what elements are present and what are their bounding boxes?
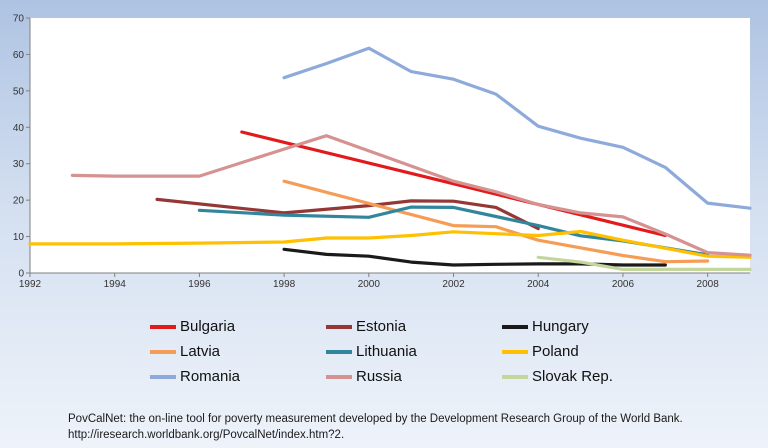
source-note: PovCalNet: the on-line tool for poverty …	[68, 411, 758, 443]
legend-swatch	[326, 324, 352, 329]
legend-item-poland: Poland	[502, 341, 678, 362]
x-tick-label: 2006	[612, 279, 635, 290]
legend-swatch	[502, 349, 528, 354]
axes: 0 10 20 30 40 50 60 70 1992 1994 1996 1998 2000 2002 2…	[13, 14, 750, 290]
legend-swatch	[150, 374, 176, 379]
legend-swatch	[150, 349, 176, 354]
legend-item-russia: Russia	[326, 366, 502, 387]
x-tick-label: 2002	[442, 279, 465, 290]
legend-item-latvia: Latvia	[150, 341, 326, 362]
y-tick-label: 10	[13, 232, 25, 243]
legend-swatch	[502, 374, 528, 379]
legend-label: Russia	[356, 368, 402, 385]
y-tick-label: 40	[13, 123, 25, 134]
y-tick-label: 0	[18, 269, 24, 280]
source-url: http://iresearch.worldbank.org/PovcalNet…	[68, 429, 345, 441]
chart-svg: 0 10 20 30 40 50 60 70 1992 1994 1996 1998 2000 2002 2…	[13, 14, 752, 290]
series-line-bulgaria	[240, 130, 667, 238]
series-line-slovak-rep	[536, 255, 752, 271]
legend: Bulgaria Estonia Hungary Latvia Lithuania Pol…	[150, 316, 750, 387]
series-lines	[28, 46, 752, 271]
series-line-lithuania	[197, 205, 710, 257]
source-line-1: PovCalNet: the on-line tool for poverty …	[68, 413, 683, 425]
legend-label: Slovak Rep.	[532, 368, 613, 385]
series-line-latvia	[282, 179, 710, 264]
x-tick-label: 2000	[358, 279, 381, 290]
legend-swatch	[326, 374, 352, 379]
legend-label: Romania	[180, 368, 241, 385]
legend-item-romania: Romania	[150, 366, 326, 387]
x-tick-label: 1996	[188, 279, 211, 290]
legend-label: Poland	[532, 343, 579, 360]
x-tick-label: 1994	[104, 279, 127, 290]
x-tick-label: 1992	[19, 279, 42, 290]
y-tick-label: 20	[13, 196, 25, 207]
legend-swatch	[150, 324, 176, 329]
series-line-estonia	[155, 197, 540, 231]
legend-label: Hungary	[532, 318, 589, 335]
x-tick-label: 1998	[273, 279, 296, 290]
legend-label: Bulgaria	[180, 318, 236, 335]
legend-item-lithuania: Lithuania	[326, 341, 502, 362]
series-line-romania	[282, 46, 752, 210]
legend-swatch	[502, 324, 528, 329]
legend-swatch	[326, 349, 352, 354]
legend-label: Latvia	[180, 343, 221, 360]
series-line-poland	[28, 229, 752, 259]
y-tick-label: 30	[13, 159, 25, 170]
chart: 0 10 20 30 40 50 60 70 1992 1994 1996 1998 2000 2002 2…	[13, 14, 752, 290]
x-tick-label: 2004	[527, 279, 550, 290]
series-line-russia	[70, 134, 752, 257]
x-tick-label: 2008	[697, 279, 720, 290]
y-tick-label: 50	[13, 86, 25, 97]
legend-item-hungary: Hungary	[502, 316, 678, 337]
legend-item-bulgaria: Bulgaria	[150, 316, 326, 337]
legend-label: Lithuania	[356, 343, 417, 360]
plot-area	[30, 18, 750, 273]
legend-item-estonia: Estonia	[326, 316, 502, 337]
y-tick-label: 70	[13, 14, 25, 25]
legend-item-slovak-rep: Slovak Rep.	[502, 366, 678, 387]
legend-label: Estonia	[356, 318, 407, 335]
y-tick-label: 60	[13, 50, 25, 61]
